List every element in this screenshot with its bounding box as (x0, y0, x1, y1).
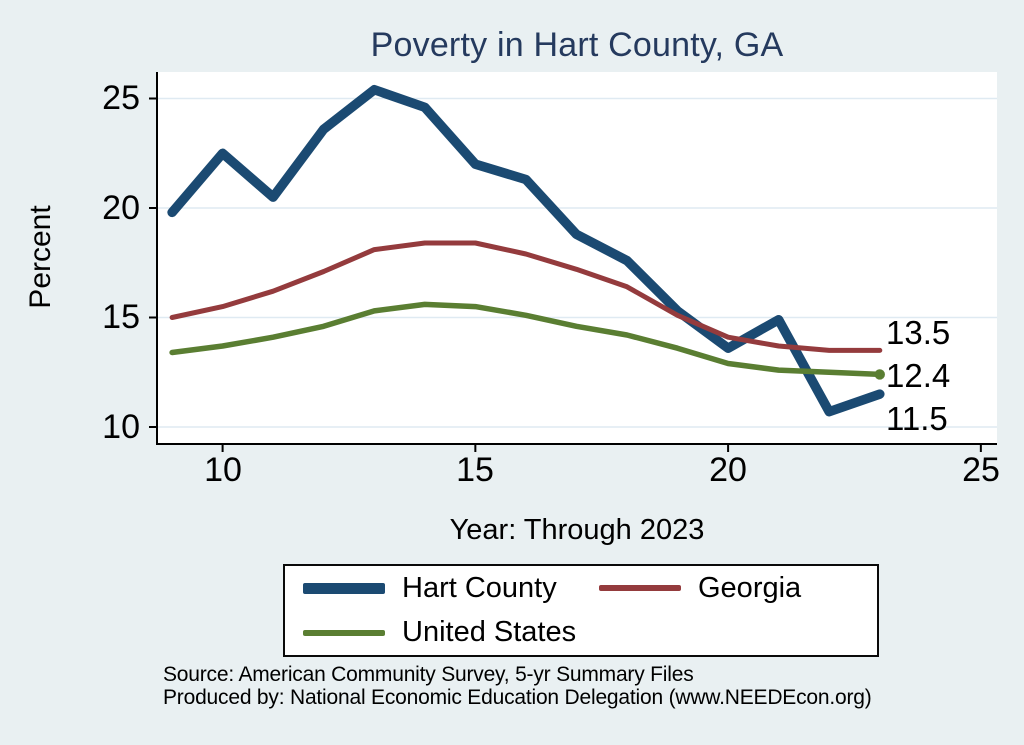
united-states-line-swatch (303, 629, 385, 636)
end-label-georgia: 13.5 (886, 314, 951, 351)
x-tick-label-15: 15 (456, 451, 494, 489)
source-line: Source: American Community Survey, 5-yr … (163, 663, 694, 686)
produced-by-line: Produced by: National Economic Education… (163, 686, 872, 709)
x-tick-label-10: 10 (204, 451, 242, 489)
legend-item-hart-county: Hart County (285, 572, 581, 605)
georgia-line-swatch (599, 585, 681, 592)
legend: Hart County Georgia United States (283, 564, 879, 657)
y-tick-label-15: 15 (102, 298, 140, 336)
legend-label-united-states: United States (402, 616, 577, 649)
chart-title: Poverty in Hart County, GA (370, 26, 784, 64)
x-tick-label-20: 20 (709, 451, 747, 489)
y-tick-label-20: 20 (102, 189, 140, 227)
end-label-hart-county: 11.5 (886, 400, 948, 437)
legend-item-georgia: Georgia (581, 572, 877, 605)
source-note: Source: American Community Survey, 5-yr … (163, 663, 923, 709)
y-tick-label-25: 25 (102, 79, 140, 117)
legend-label-georgia: Georgia (698, 571, 802, 604)
legend-item-united-states: United States (285, 616, 581, 649)
x-tick-label-25: 25 (962, 451, 1000, 489)
x-axis-title: Year: Through 2023 (449, 514, 705, 546)
end-label-united-states: 12.4 (886, 357, 951, 394)
legend-label-hart-county: Hart County (402, 571, 557, 604)
hart-county-line-swatch (303, 582, 385, 594)
y-tick-label-10: 10 (102, 408, 140, 446)
